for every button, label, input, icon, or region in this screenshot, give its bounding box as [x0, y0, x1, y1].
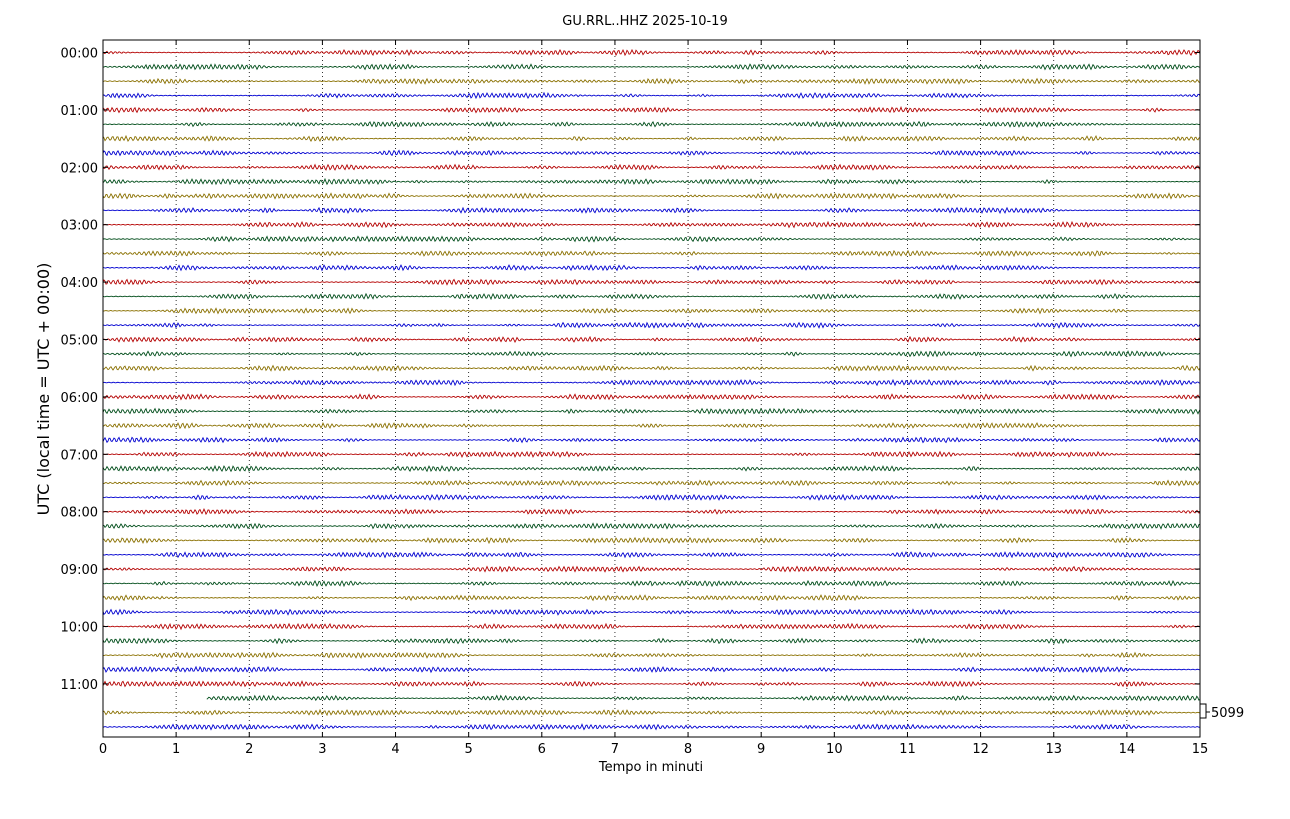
trace-line: [102, 235, 1201, 243]
hour-label: 02:00: [61, 161, 98, 176]
x-tick-label: 10: [826, 742, 843, 757]
x-tick-label: 9: [757, 742, 765, 757]
trace-line: [102, 536, 1201, 545]
trace-line: [102, 278, 1201, 286]
x-tick-label: 13: [1045, 742, 1062, 757]
x-tick-label: 11: [899, 742, 916, 757]
x-tick-label: 6: [538, 742, 546, 757]
x-tick-label: 0: [99, 742, 107, 757]
trace-line: [102, 364, 1201, 372]
hour-label: 06:00: [61, 391, 98, 406]
hour-label: 11:00: [61, 678, 98, 693]
x-tick-label: 5: [465, 742, 473, 757]
vertical-grid: [175, 40, 1128, 737]
hour-label: 01:00: [61, 104, 98, 119]
hour-label: 08:00: [61, 506, 98, 521]
trace-line: [102, 149, 1201, 157]
trace-line: [102, 708, 1201, 717]
trace-line: [102, 450, 1201, 458]
trace-line: [102, 393, 1201, 401]
trace-line: [102, 464, 1201, 473]
x-tick-label: 4: [391, 742, 399, 757]
x-tick-label: 7: [611, 742, 619, 757]
x-axis-label: Tempo in minuti: [598, 760, 703, 775]
trace-line: [102, 665, 1201, 674]
trace-line: [102, 163, 1201, 171]
trace-line: [102, 220, 1201, 229]
trace-line: [102, 565, 1201, 573]
trace-line: [102, 91, 1201, 100]
scale-bar: 5099: [1200, 703, 1244, 721]
trace-line: [102, 77, 1201, 85]
hour-label: 10:00: [61, 621, 98, 636]
hour-label: 04:00: [61, 276, 98, 291]
trace-line: [102, 48, 1201, 57]
trace-line: [102, 264, 1201, 272]
trace-line: [102, 407, 1201, 416]
trace-line: [102, 321, 1201, 329]
trace-line: [102, 307, 1201, 315]
trace-line: [102, 249, 1201, 258]
x-tick-label: 14: [1119, 742, 1136, 757]
trace-line: [102, 350, 1201, 358]
trace-line: [102, 192, 1201, 200]
trace-line: [102, 120, 1201, 128]
x-tick-label: 12: [972, 742, 989, 757]
trace-line: [102, 422, 1200, 430]
trace-line: [102, 105, 1201, 114]
trace-line: [102, 594, 1201, 602]
trace-line: [102, 579, 1201, 588]
seismic-traces: [102, 48, 1201, 731]
chart-title: GU.RRL..HHZ 2025-10-19: [562, 14, 727, 29]
trace-line: [102, 608, 1201, 616]
trace-line: [102, 177, 1201, 186]
scale-bracket: [1200, 703, 1210, 719]
trace-line: [102, 622, 1201, 631]
trace-line: [102, 335, 1201, 344]
trace-line: [102, 551, 1201, 559]
trace-line: [102, 436, 1201, 444]
hour-label: 05:00: [61, 334, 98, 349]
trace-line: [102, 493, 1201, 501]
hour-labels: 00:00 01:00 02:00 03:00 04:00 05:00 06:00 07:00…: [61, 47, 1200, 693]
trace-line: [102, 479, 1201, 487]
trace-line: [102, 378, 1201, 387]
scale-label: 5099: [1211, 706, 1244, 721]
x-tick-label: 2: [245, 742, 253, 757]
plot-frame: [102, 39, 1201, 738]
trace-line: [102, 292, 1201, 301]
trace-line: [102, 723, 1201, 731]
hour-label: 07:00: [61, 448, 98, 463]
hour-label: 09:00: [61, 563, 98, 578]
x-tick-label: 8: [684, 742, 692, 757]
trace-line: [102, 651, 1201, 659]
x-tick-label: 1: [172, 742, 180, 757]
x-tick-label: 15: [1192, 742, 1209, 757]
trace-line: [102, 680, 1201, 688]
hour-label: 03:00: [61, 219, 98, 234]
trace-line: [102, 637, 1201, 645]
trace-line: [102, 522, 1201, 530]
trace-line: [103, 508, 1201, 516]
trace-line: [102, 206, 1201, 215]
x-tick-label: 3: [318, 742, 326, 757]
x-axis-ticks: 0 1 2 3 4 5 6 7 8 9 10 11 12 13 14 15: [99, 40, 1208, 757]
trace-line: [206, 694, 1201, 702]
hour-label: 00:00: [61, 47, 98, 62]
trace-line: [102, 134, 1201, 143]
trace-line: [102, 63, 1201, 71]
y-axis-label: UTC (local time = UTC + 00:00): [34, 263, 53, 516]
